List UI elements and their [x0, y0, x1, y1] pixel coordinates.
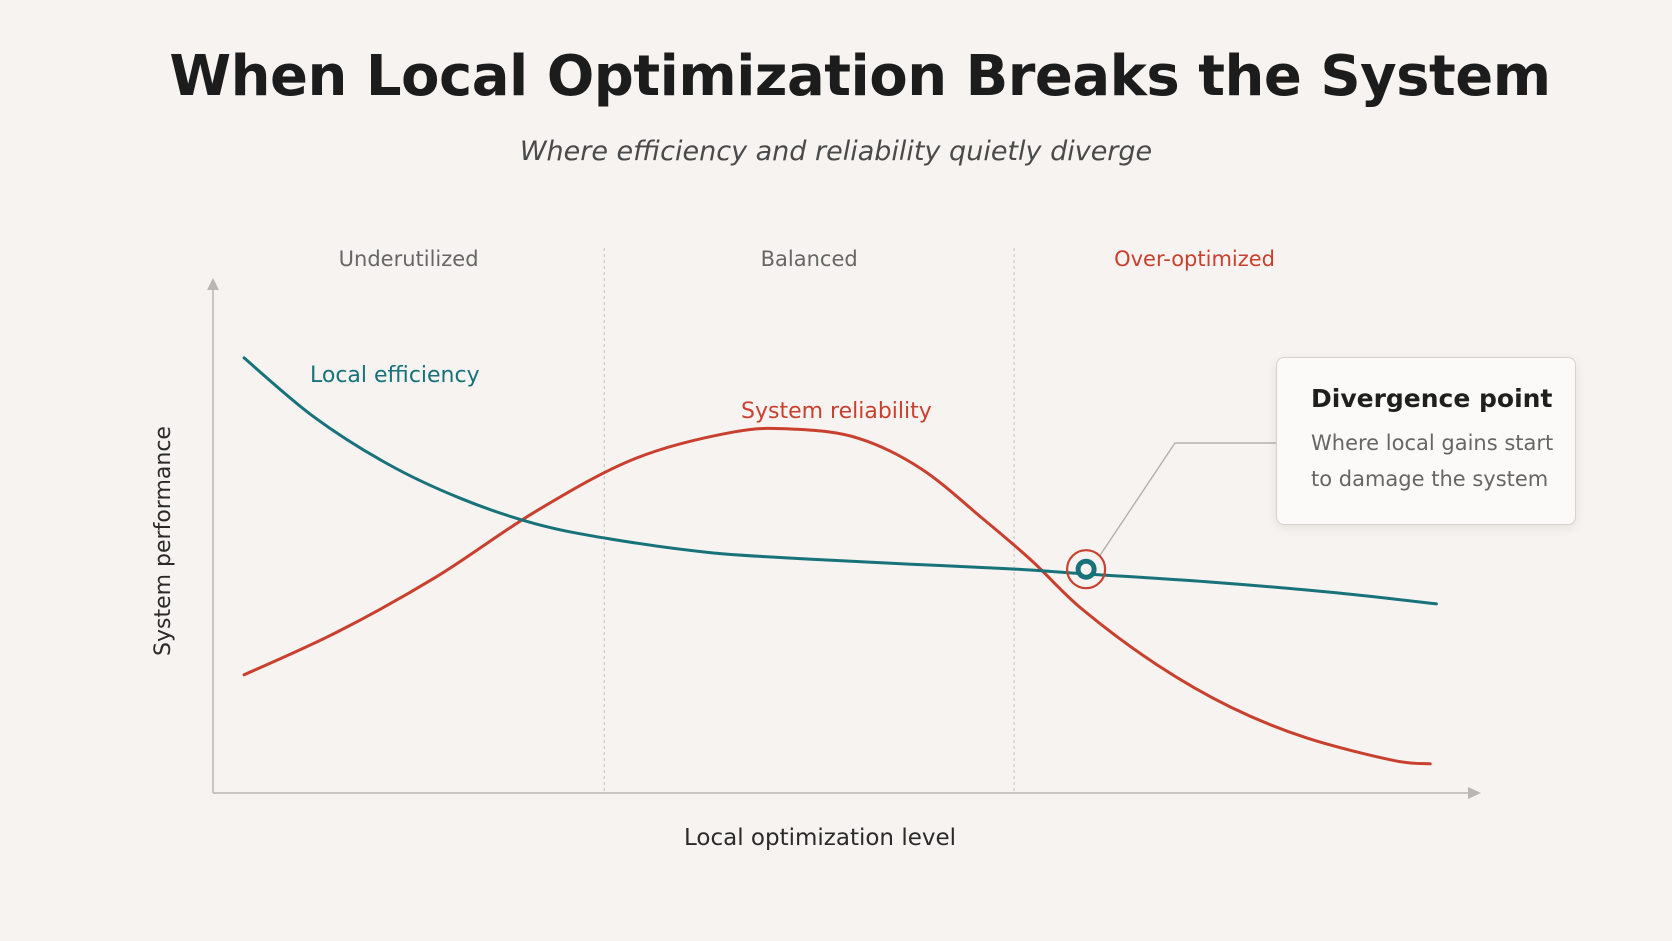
axes-layer: Local optimization level System performa… — [151, 278, 1481, 851]
region-label: Balanced — [761, 247, 858, 271]
series-line-local-efficiency — [242, 356, 1438, 606]
divergence-callout: Divergence point Where local gains start… — [1276, 357, 1576, 525]
x-axis-arrow — [1468, 787, 1481, 799]
regions-layer: Underutilized Balanced Over-optimized — [339, 247, 1275, 793]
callout-text: Where local gains start to damage the sy… — [1311, 431, 1554, 491]
y-axis-label: System performance — [151, 426, 176, 656]
y-axis-arrow — [207, 278, 219, 290]
region-label: Over-optimized — [1114, 247, 1275, 271]
divergence-marker-ring — [1065, 549, 1107, 590]
callout-leader-line — [1099, 442, 1276, 556]
annotation-layer — [1065, 442, 1276, 590]
series-label-system-reliability: System reliability — [741, 399, 932, 424]
series-labels-layer: Local efficiency System reliability — [310, 363, 932, 424]
series-layer — [242, 356, 1438, 766]
x-axis-label: Local optimization level — [684, 825, 956, 851]
region-label: Underutilized — [339, 247, 479, 271]
callout-title: Divergence point — [1311, 384, 1553, 413]
series-line-system-reliability — [242, 426, 1432, 766]
page-subtitle: Where efficiency and reliability quietly… — [519, 136, 1153, 167]
divergence-marker-dot — [1075, 558, 1097, 580]
series-label-local-efficiency: Local efficiency — [310, 363, 480, 388]
page-title: When Local Optimization Breaks the Syste… — [169, 44, 1551, 109]
